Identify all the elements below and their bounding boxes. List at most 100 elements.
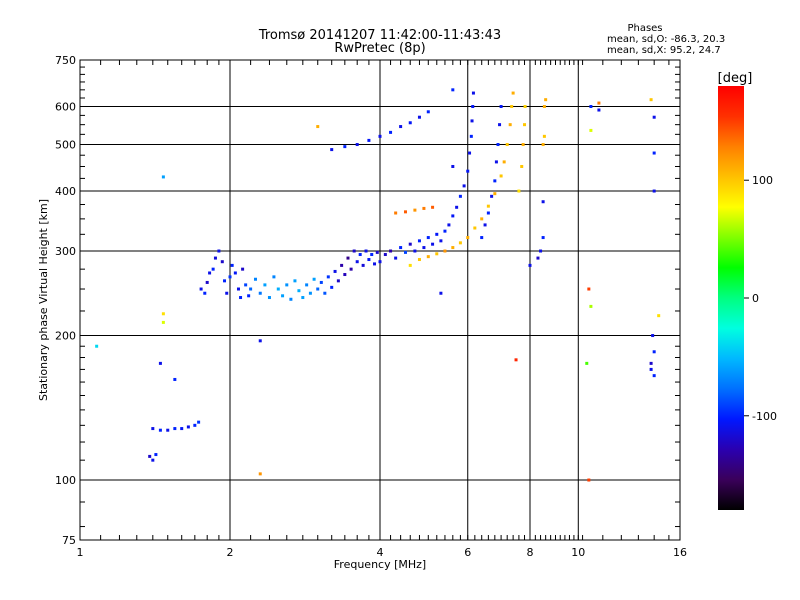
data-point <box>180 427 184 431</box>
data-point <box>213 256 217 260</box>
data-point <box>305 283 309 287</box>
data-point <box>205 280 209 284</box>
data-point <box>330 148 334 152</box>
data-point <box>301 296 305 300</box>
data-point <box>203 291 207 295</box>
stats-o-mode: mean, sd,O: -86.3, 20.3 <box>607 34 725 45</box>
data-point <box>244 283 248 287</box>
data-point <box>297 289 301 293</box>
data-point <box>316 125 320 129</box>
y-tick-label: 750 <box>55 54 76 67</box>
data-points <box>95 88 661 482</box>
data-point <box>466 169 470 173</box>
data-point <box>197 420 201 424</box>
data-point <box>249 287 253 291</box>
data-point <box>267 296 271 300</box>
chart-subtitle: RwPretec (8p) <box>334 41 425 56</box>
stats-x-mode: mean, sd,X: 95.2, 24.7 <box>607 45 721 56</box>
colorbar-label: [deg] <box>718 71 753 86</box>
data-point <box>496 143 500 147</box>
data-point <box>223 279 227 283</box>
data-point <box>587 478 591 482</box>
data-point <box>649 361 653 365</box>
data-point <box>649 98 653 102</box>
data-point <box>523 105 527 109</box>
data-point <box>451 164 455 168</box>
data-point <box>517 189 521 193</box>
data-point <box>228 275 232 279</box>
data-point <box>211 267 215 271</box>
data-point <box>352 249 356 253</box>
data-point <box>367 138 371 142</box>
data-point <box>326 275 330 279</box>
data-point <box>355 260 359 264</box>
x-axis-label: Frequency [MHz] <box>334 558 426 571</box>
data-point <box>389 130 393 134</box>
data-point <box>499 105 503 109</box>
y-tick-label: 75 <box>62 534 76 547</box>
data-point <box>399 125 403 129</box>
data-point <box>408 121 412 125</box>
data-point <box>417 258 421 262</box>
data-point <box>468 151 472 155</box>
data-point <box>154 453 158 457</box>
data-point <box>587 287 591 291</box>
data-point <box>473 226 477 230</box>
data-point <box>422 246 426 250</box>
data-point <box>333 269 337 273</box>
x-tick-label: 16 <box>673 546 687 559</box>
data-point <box>439 291 443 295</box>
data-point <box>370 253 374 257</box>
data-point <box>443 249 447 253</box>
data-point <box>651 334 655 338</box>
axis-ticks: 1 2 4 6 8 10 16 75 100 200 300 400 500 600 750 <box>55 54 687 559</box>
data-point <box>511 91 515 95</box>
y-tick-label: 600 <box>55 101 76 114</box>
data-point <box>230 263 234 267</box>
data-point <box>536 256 540 260</box>
data-point <box>373 262 377 266</box>
data-point <box>161 320 165 324</box>
data-point <box>340 263 344 267</box>
data-point <box>95 344 99 348</box>
data-point <box>490 194 494 198</box>
data-point <box>233 271 237 275</box>
data-point <box>346 256 350 260</box>
data-point <box>652 350 656 354</box>
data-point <box>258 291 262 295</box>
data-point <box>413 249 417 253</box>
stats-heading: Phases <box>627 23 662 34</box>
chart-title: Tromsø 20141207 11:42:00-11:43:43 <box>258 28 501 43</box>
data-point <box>470 119 474 123</box>
data-point <box>520 164 524 168</box>
data-point <box>378 260 382 264</box>
data-point <box>208 271 212 275</box>
colorbar-tick-label: -100 <box>752 410 777 423</box>
data-point <box>253 277 257 281</box>
data-point <box>652 115 656 119</box>
data-point <box>336 279 340 283</box>
x-tick-label: 1 <box>77 546 84 559</box>
data-point <box>316 287 320 291</box>
data-point <box>389 249 393 253</box>
y-tick-label: 400 <box>55 185 76 198</box>
x-tick-label: 2 <box>227 546 234 559</box>
data-point <box>225 291 229 295</box>
data-point <box>443 229 447 233</box>
data-point <box>247 294 251 298</box>
data-point <box>285 283 289 287</box>
data-point <box>308 291 312 295</box>
data-point <box>158 428 162 432</box>
data-point <box>343 273 347 277</box>
data-point <box>462 184 466 188</box>
data-point <box>451 246 455 250</box>
data-point <box>358 253 362 257</box>
data-point <box>403 210 407 214</box>
data-point <box>281 294 285 298</box>
data-point <box>426 110 430 114</box>
data-point <box>589 105 593 109</box>
data-point <box>542 134 546 138</box>
data-point <box>458 194 462 198</box>
data-point <box>480 217 484 221</box>
data-point <box>652 151 656 155</box>
